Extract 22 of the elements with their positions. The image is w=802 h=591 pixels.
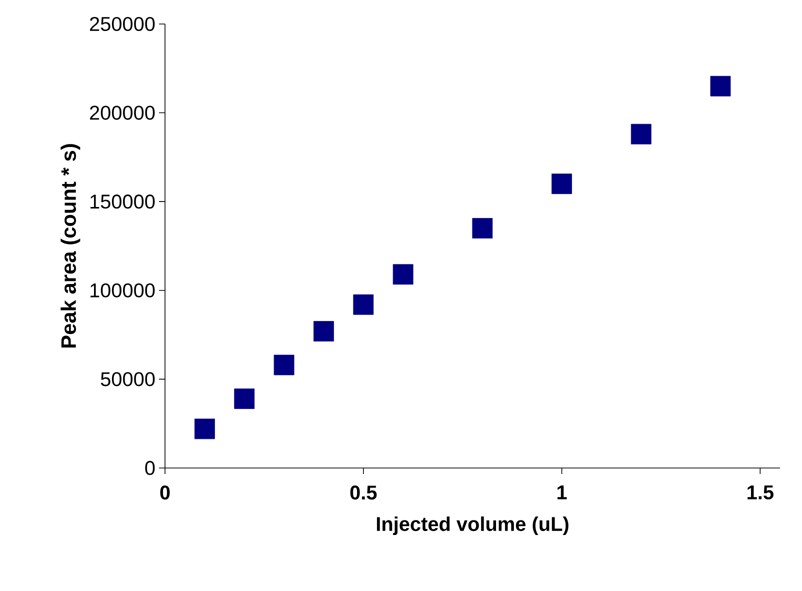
y-tick-label: 200000 — [90, 106, 155, 120]
point — [552, 174, 572, 194]
point — [392, 264, 414, 285]
x-tick-label: 0 — [160, 486, 170, 500]
point — [234, 388, 255, 409]
y-tick-label: 150000 — [90, 194, 155, 209]
x-axis-title: Injected volume (uL) — [376, 516, 568, 536]
point — [314, 321, 334, 342]
x-tick-label: 1.5 — [748, 486, 774, 500]
y-tick-label: 250000 — [90, 16, 155, 32]
point — [710, 76, 731, 96]
y-axis-title: Peak area (count * s) — [60, 144, 80, 348]
point — [353, 294, 374, 315]
x-tick-label: 0.5 — [350, 486, 377, 500]
point — [630, 124, 652, 144]
x-tick-label: 1 — [557, 486, 567, 500]
point — [472, 218, 493, 238]
y-tick-label: 100000 — [90, 283, 155, 298]
point — [274, 354, 294, 376]
y-tick-label: 50000 — [100, 372, 155, 386]
y-tick-label: 0 — [145, 460, 155, 476]
point — [194, 418, 215, 440]
